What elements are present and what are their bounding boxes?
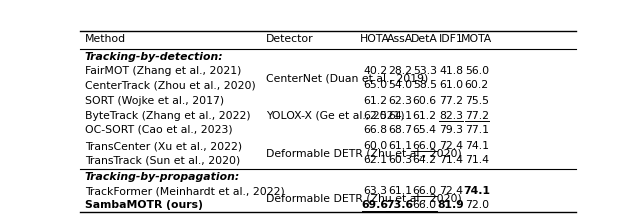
- Text: 66.0: 66.0: [413, 141, 436, 151]
- Text: 71.4: 71.4: [439, 155, 463, 165]
- Text: 66.8: 66.8: [363, 125, 387, 135]
- Text: AssA: AssA: [387, 34, 413, 44]
- Text: DetA: DetA: [412, 34, 438, 44]
- Text: Tracking-by-propagation:: Tracking-by-propagation:: [85, 172, 240, 182]
- Text: HOTA: HOTA: [360, 34, 390, 44]
- Text: TrackFormer (Meinhardt et al., 2022): TrackFormer (Meinhardt et al., 2022): [85, 186, 285, 196]
- Text: 64.2: 64.2: [413, 155, 436, 165]
- Text: 61.1: 61.1: [388, 186, 412, 196]
- Text: SambaMOTR (ours): SambaMOTR (ours): [85, 200, 203, 210]
- Text: 68.7: 68.7: [388, 125, 412, 135]
- Text: 60.2: 60.2: [465, 80, 489, 90]
- Text: 65.4: 65.4: [413, 125, 436, 135]
- Text: 61.2: 61.2: [363, 97, 387, 107]
- Text: IDF1: IDF1: [438, 34, 463, 44]
- Text: 61.1: 61.1: [388, 141, 412, 151]
- Text: 54.0: 54.0: [388, 80, 412, 90]
- Text: 74.1: 74.1: [465, 141, 489, 151]
- Text: 81.9: 81.9: [438, 200, 465, 210]
- Text: TransTrack (Sun et al., 2020): TransTrack (Sun et al., 2020): [85, 155, 240, 165]
- Text: CenterTrack (Zhou et al., 2020): CenterTrack (Zhou et al., 2020): [85, 80, 256, 90]
- Text: YOLOX-X (Ge et al., 2021): YOLOX-X (Ge et al., 2021): [266, 111, 404, 121]
- Text: 69.6: 69.6: [362, 200, 388, 210]
- Text: 72.4: 72.4: [439, 141, 463, 151]
- Text: 74.1: 74.1: [463, 186, 490, 196]
- Text: ByteTrack (Zhang et al., 2022): ByteTrack (Zhang et al., 2022): [85, 111, 251, 121]
- Text: 60.0: 60.0: [363, 141, 387, 151]
- Text: 61.0: 61.0: [439, 80, 463, 90]
- Text: 73.6: 73.6: [387, 200, 413, 210]
- Text: 75.5: 75.5: [465, 97, 489, 107]
- Text: 71.4: 71.4: [465, 155, 489, 165]
- Text: 77.2: 77.2: [439, 97, 463, 107]
- Text: 41.8: 41.8: [439, 66, 463, 76]
- Text: 72.4: 72.4: [439, 186, 463, 196]
- Text: Deformable DETR (Zhu et al., 2020): Deformable DETR (Zhu et al., 2020): [266, 148, 461, 158]
- Text: Method: Method: [85, 34, 126, 44]
- Text: 58.5: 58.5: [413, 80, 436, 90]
- Text: 66.0: 66.0: [413, 200, 436, 210]
- Text: 62.3: 62.3: [388, 97, 412, 107]
- Text: 56.0: 56.0: [465, 66, 489, 76]
- Text: 77.2: 77.2: [465, 111, 489, 121]
- Text: 28.2: 28.2: [388, 66, 412, 76]
- Text: 64.1: 64.1: [388, 111, 412, 121]
- Text: MOTA: MOTA: [461, 34, 492, 44]
- Text: OC-SORT (Cao et al., 2023): OC-SORT (Cao et al., 2023): [85, 125, 232, 135]
- Text: 60.6: 60.6: [413, 97, 436, 107]
- Text: Tracking-by-detection:: Tracking-by-detection:: [85, 52, 223, 62]
- Text: FairMOT (Zhang et al., 2021): FairMOT (Zhang et al., 2021): [85, 66, 241, 76]
- Text: 77.1: 77.1: [465, 125, 489, 135]
- Text: Deformable DETR (Zhu et al., 2020): Deformable DETR (Zhu et al., 2020): [266, 193, 461, 203]
- Text: 82.3: 82.3: [439, 111, 463, 121]
- Text: 62.1: 62.1: [363, 155, 387, 165]
- Text: 66.0: 66.0: [413, 186, 436, 196]
- Text: 53.3: 53.3: [413, 66, 436, 76]
- Text: Detector: Detector: [266, 34, 314, 44]
- Text: CenterNet (Duan et al., 2019): CenterNet (Duan et al., 2019): [266, 73, 428, 83]
- Text: 72.0: 72.0: [465, 200, 489, 210]
- Text: TransCenter (Xu et al., 2022): TransCenter (Xu et al., 2022): [85, 141, 242, 151]
- Text: SORT (Wojke et al., 2017): SORT (Wojke et al., 2017): [85, 97, 224, 107]
- Text: 61.2: 61.2: [413, 111, 436, 121]
- Text: 40.2: 40.2: [363, 66, 387, 76]
- Text: 63.3: 63.3: [363, 186, 387, 196]
- Text: 79.3: 79.3: [439, 125, 463, 135]
- Text: 62.5: 62.5: [363, 111, 387, 121]
- Text: 65.0: 65.0: [363, 80, 387, 90]
- Text: 60.3: 60.3: [388, 155, 412, 165]
